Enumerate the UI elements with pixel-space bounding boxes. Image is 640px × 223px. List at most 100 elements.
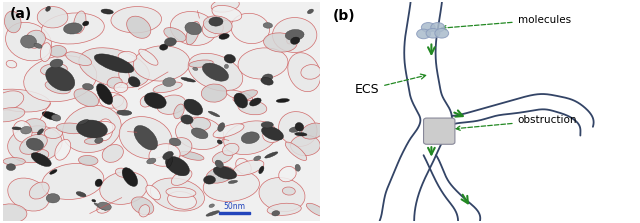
Ellipse shape	[44, 128, 62, 138]
Ellipse shape	[191, 128, 208, 139]
Ellipse shape	[97, 204, 111, 213]
Ellipse shape	[264, 33, 297, 52]
Ellipse shape	[83, 21, 89, 26]
Ellipse shape	[212, 5, 242, 21]
Ellipse shape	[164, 27, 186, 42]
Ellipse shape	[289, 127, 300, 132]
Ellipse shape	[261, 77, 273, 85]
Ellipse shape	[149, 144, 180, 166]
Ellipse shape	[50, 59, 63, 68]
Ellipse shape	[51, 114, 61, 121]
Ellipse shape	[224, 121, 277, 155]
Ellipse shape	[224, 54, 236, 63]
Ellipse shape	[307, 9, 314, 14]
Ellipse shape	[261, 122, 273, 128]
Ellipse shape	[6, 164, 15, 171]
Ellipse shape	[118, 52, 137, 62]
Ellipse shape	[287, 33, 300, 44]
Ellipse shape	[139, 49, 158, 65]
Ellipse shape	[102, 145, 124, 162]
Ellipse shape	[231, 13, 269, 44]
Ellipse shape	[163, 151, 173, 160]
Ellipse shape	[29, 182, 49, 199]
Ellipse shape	[150, 178, 205, 211]
Ellipse shape	[295, 132, 307, 136]
Ellipse shape	[31, 153, 51, 167]
Ellipse shape	[131, 197, 154, 215]
Ellipse shape	[12, 127, 22, 130]
Ellipse shape	[236, 158, 252, 174]
Ellipse shape	[40, 43, 51, 62]
Ellipse shape	[301, 123, 324, 139]
Circle shape	[435, 29, 449, 38]
Ellipse shape	[159, 44, 168, 50]
Ellipse shape	[259, 166, 264, 174]
Ellipse shape	[94, 54, 134, 73]
FancyBboxPatch shape	[424, 118, 455, 144]
Ellipse shape	[253, 156, 260, 161]
Ellipse shape	[276, 99, 289, 102]
Ellipse shape	[170, 12, 216, 45]
Ellipse shape	[285, 142, 307, 161]
Ellipse shape	[168, 192, 196, 209]
Ellipse shape	[97, 84, 113, 104]
Ellipse shape	[228, 180, 237, 184]
Ellipse shape	[278, 166, 296, 182]
Ellipse shape	[267, 203, 301, 215]
Ellipse shape	[193, 67, 198, 70]
Ellipse shape	[234, 93, 248, 108]
Ellipse shape	[189, 60, 213, 67]
Ellipse shape	[301, 65, 321, 79]
Ellipse shape	[42, 163, 104, 200]
Ellipse shape	[94, 203, 106, 210]
Ellipse shape	[262, 126, 284, 140]
Ellipse shape	[204, 176, 216, 184]
Ellipse shape	[45, 81, 70, 94]
Ellipse shape	[119, 67, 129, 84]
Ellipse shape	[74, 11, 86, 33]
Ellipse shape	[0, 204, 27, 223]
Ellipse shape	[288, 53, 321, 92]
Ellipse shape	[168, 138, 192, 156]
Ellipse shape	[241, 132, 259, 144]
Ellipse shape	[45, 6, 51, 11]
Ellipse shape	[180, 151, 204, 160]
Ellipse shape	[206, 167, 234, 183]
Ellipse shape	[278, 112, 317, 146]
Ellipse shape	[172, 170, 192, 185]
Ellipse shape	[63, 23, 82, 34]
Ellipse shape	[46, 194, 60, 203]
Ellipse shape	[114, 83, 128, 93]
Ellipse shape	[173, 104, 184, 119]
Ellipse shape	[119, 117, 172, 159]
Ellipse shape	[50, 169, 57, 174]
Ellipse shape	[134, 126, 157, 150]
Ellipse shape	[92, 199, 96, 202]
Ellipse shape	[24, 119, 46, 133]
Ellipse shape	[8, 126, 62, 163]
Ellipse shape	[66, 52, 92, 66]
Ellipse shape	[56, 123, 87, 134]
Ellipse shape	[184, 99, 203, 115]
Ellipse shape	[0, 89, 51, 112]
Ellipse shape	[291, 135, 320, 156]
Ellipse shape	[295, 123, 303, 131]
Ellipse shape	[37, 129, 44, 135]
Ellipse shape	[26, 138, 44, 150]
Ellipse shape	[167, 157, 173, 168]
Ellipse shape	[212, 151, 233, 164]
Ellipse shape	[202, 84, 227, 102]
Text: obstruction: obstruction	[456, 115, 577, 130]
Ellipse shape	[215, 160, 223, 168]
Ellipse shape	[76, 120, 108, 138]
Ellipse shape	[117, 110, 132, 115]
Ellipse shape	[3, 158, 26, 165]
Ellipse shape	[181, 77, 195, 82]
Ellipse shape	[133, 46, 190, 81]
Ellipse shape	[211, 0, 239, 12]
Ellipse shape	[100, 171, 147, 204]
Ellipse shape	[233, 90, 257, 101]
Ellipse shape	[127, 16, 151, 38]
Ellipse shape	[49, 45, 67, 57]
Ellipse shape	[202, 63, 228, 81]
